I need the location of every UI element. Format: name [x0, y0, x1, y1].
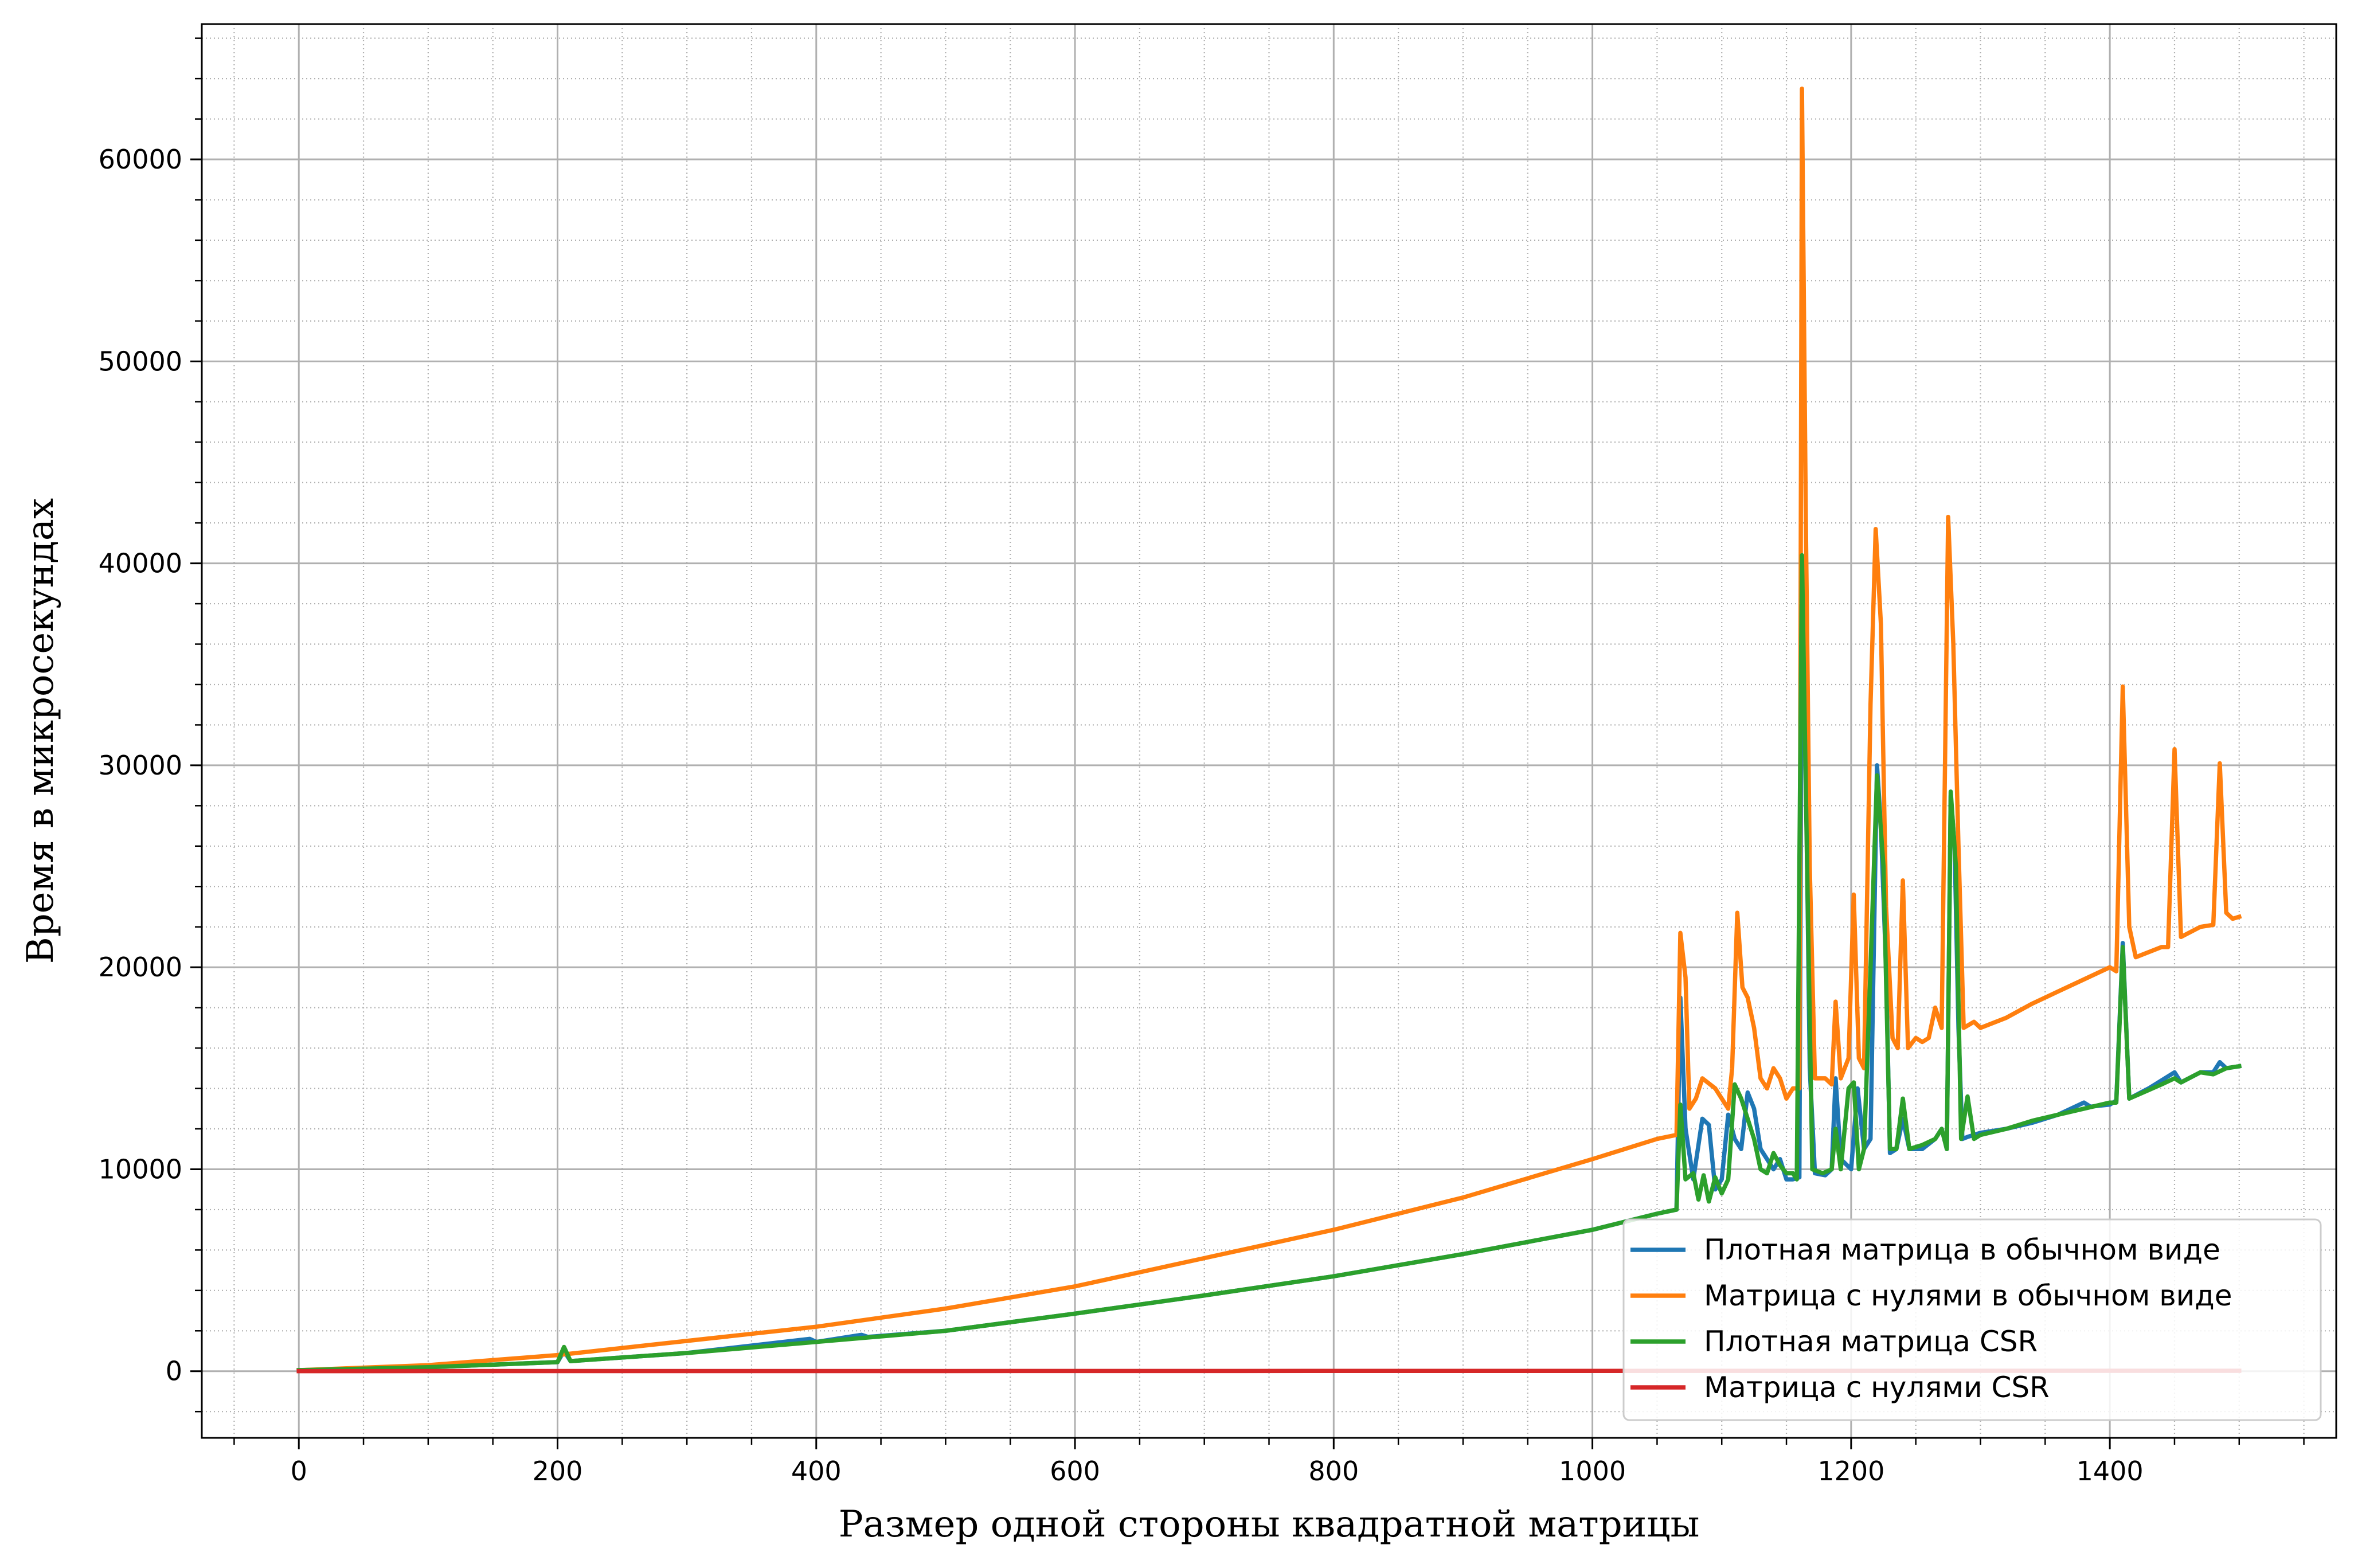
plot-area: [201, 23, 2337, 1439]
y-axis-title: Время в микросекундах: [19, 498, 62, 964]
x-axis-title: Размер одной стороны квадратной матрицы: [839, 1503, 1700, 1546]
series-line-2: [296, 86, 2242, 1373]
y-tick-label: 40000: [99, 548, 182, 579]
y-tick-label: 20000: [99, 952, 182, 983]
y-axis: 0 10000 20000 30000 40000 50000 60000: [99, 37, 202, 1413]
x-tick-label: 1200: [1817, 1456, 1884, 1487]
legend-entry-label: Плотная матрица в обычном виде: [1704, 1233, 2220, 1266]
x-tick-label: 1000: [1559, 1456, 1626, 1487]
x-axis: 0 200 400 600 800 1000 1200 1400: [233, 1438, 2305, 1487]
legend-entry-label: Матрица с нулями в обычном виде: [1704, 1279, 2232, 1312]
y-tick-label: 0: [166, 1356, 182, 1387]
y-tick-label: 30000: [99, 750, 182, 781]
series-line-3: [296, 553, 2242, 1373]
y-tick-label: 10000: [99, 1153, 182, 1184]
x-tick-label: 600: [1050, 1456, 1100, 1487]
legend-entry-label: Матрица с нулями CSR: [1704, 1371, 2050, 1404]
legend: Плотная матрица в обычном виде Матрица с …: [1622, 1218, 2322, 1421]
x-tick-label: 400: [791, 1456, 842, 1487]
x-tick-label: 0: [291, 1456, 307, 1487]
major-grid: [202, 24, 2336, 1438]
legend-box: [1622, 1218, 2322, 1421]
x-tick-label: 1400: [2077, 1456, 2144, 1487]
y-tick-label: 50000: [99, 346, 182, 377]
y-tick-label: 60000: [99, 144, 182, 175]
legend-entry-label: Плотная матрица CSR: [1704, 1325, 2038, 1358]
x-tick-label: 200: [533, 1456, 583, 1487]
x-tick-label: 800: [1308, 1456, 1359, 1487]
